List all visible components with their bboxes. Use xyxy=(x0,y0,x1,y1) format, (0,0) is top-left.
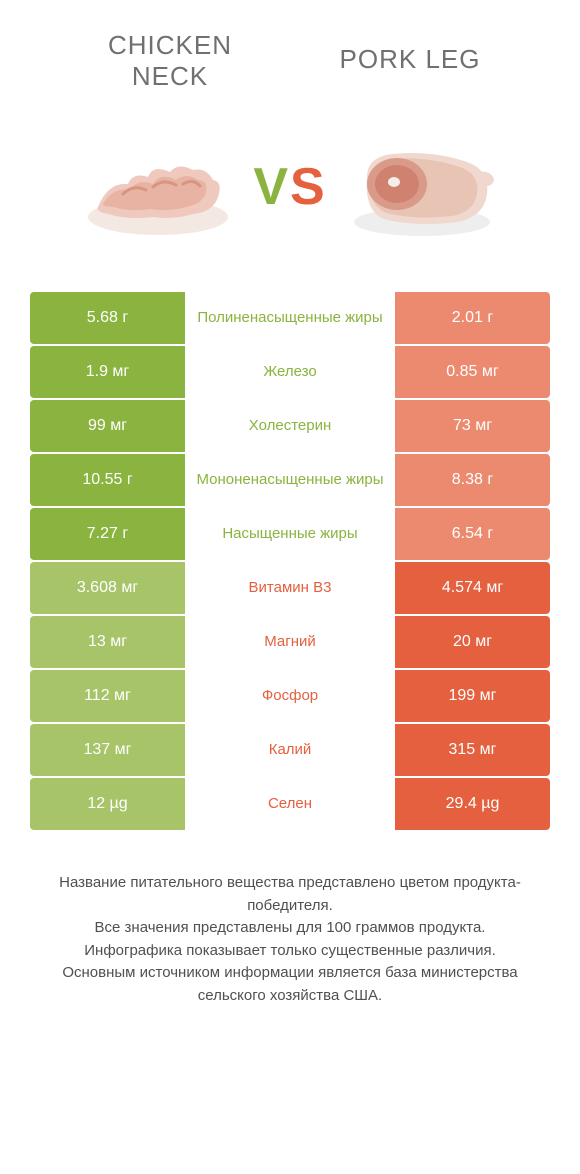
footer-line-1: Название питательного вещества представл… xyxy=(30,872,550,917)
title-left-line1: CHICKEN xyxy=(108,30,232,60)
value-left: 7.27 г xyxy=(30,508,185,560)
value-right: 29.4 µg xyxy=(395,778,550,830)
table-row: 7.27 гНасыщенные жиры6.54 г xyxy=(30,508,550,560)
table-row: 99 мгХолестерин73 мг xyxy=(30,400,550,452)
title-left: CHICKENNECK xyxy=(50,30,290,92)
nutrient-label: Фосфор xyxy=(185,670,395,722)
value-right: 20 мг xyxy=(395,616,550,668)
value-left: 3.608 мг xyxy=(30,562,185,614)
table-row: 112 мгФосфор199 мг xyxy=(30,670,550,722)
value-left: 12 µg xyxy=(30,778,185,830)
table-row: 3.608 мгВитамин B34.574 мг xyxy=(30,562,550,614)
footer-line-2: Все значения представлены для 100 граммо… xyxy=(30,917,550,940)
value-right: 0.85 мг xyxy=(395,346,550,398)
value-right: 73 мг xyxy=(395,400,550,452)
table-row: 10.55 гМононенасыщенные жиры8.38 г xyxy=(30,454,550,506)
table-row: 1.9 мгЖелезо0.85 мг xyxy=(30,346,550,398)
value-right: 4.574 мг xyxy=(395,562,550,614)
nutrient-label: Калий xyxy=(185,724,395,776)
table-row: 12 µgСелен29.4 µg xyxy=(30,778,550,830)
nutrient-label: Витамин B3 xyxy=(185,562,395,614)
value-right: 199 мг xyxy=(395,670,550,722)
value-right: 2.01 г xyxy=(395,292,550,344)
value-right: 315 мг xyxy=(395,724,550,776)
value-right: 6.54 г xyxy=(395,508,550,560)
footer-line-3: Инфографика показывает только существенн… xyxy=(30,940,550,963)
table-row: 137 мгКалий315 мг xyxy=(30,724,550,776)
value-left: 5.68 г xyxy=(30,292,185,344)
nutrient-label: Селен xyxy=(185,778,395,830)
nutrient-label: Магний xyxy=(185,616,395,668)
table-row: 13 мгМагний20 мг xyxy=(30,616,550,668)
vs-v: V xyxy=(253,158,290,216)
nutrient-label: Холестерин xyxy=(185,400,395,452)
value-left: 137 мг xyxy=(30,724,185,776)
title-right: PORK LEG xyxy=(290,30,530,92)
vs-s: S xyxy=(290,158,327,216)
title-right-text: PORK LEG xyxy=(290,44,530,75)
value-left: 1.9 мг xyxy=(30,346,185,398)
vs-label: VS xyxy=(253,157,326,217)
footer-line-4: Основным источником информации является … xyxy=(30,962,550,1007)
pork-leg-image xyxy=(342,122,502,252)
footer-notes: Название питательного вещества представл… xyxy=(0,832,580,1027)
value-left: 13 мг xyxy=(30,616,185,668)
chicken-neck-image xyxy=(78,122,238,252)
vs-row: VS xyxy=(0,112,580,292)
table-row: 5.68 гПолиненасыщенные жиры2.01 г xyxy=(30,292,550,344)
nutrient-label: Мононенасыщенные жиры xyxy=(185,454,395,506)
value-right: 8.38 г xyxy=(395,454,550,506)
value-left: 99 мг xyxy=(30,400,185,452)
nutrient-label: Насыщенные жиры xyxy=(185,508,395,560)
value-left: 112 мг xyxy=(30,670,185,722)
nutrient-label: Железо xyxy=(185,346,395,398)
value-left: 10.55 г xyxy=(30,454,185,506)
nutrient-label: Полиненасыщенные жиры xyxy=(185,292,395,344)
comparison-table: 5.68 гПолиненасыщенные жиры2.01 г1.9 мгЖ… xyxy=(0,292,580,832)
title-left-line2: NECK xyxy=(132,61,208,91)
header: CHICKENNECK PORK LEG xyxy=(0,0,580,112)
